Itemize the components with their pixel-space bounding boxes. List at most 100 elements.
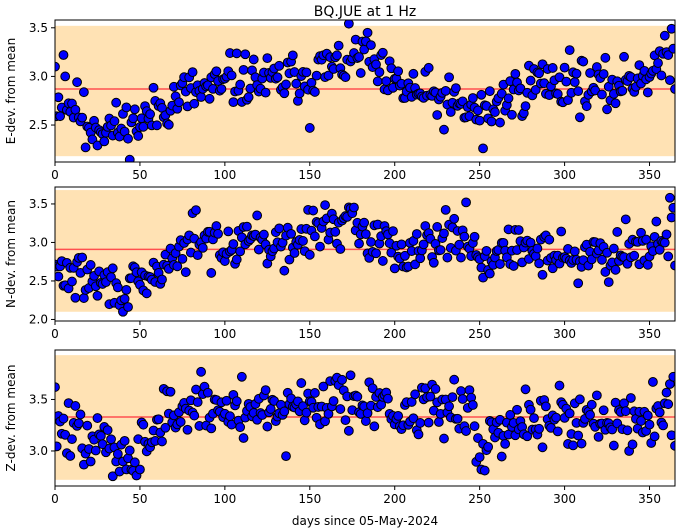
data-point [478, 143, 488, 154]
data-point [272, 72, 283, 83]
x-tick-label: 100 [213, 168, 236, 182]
data-point [157, 436, 167, 447]
data-point [619, 51, 629, 62]
data-point [304, 249, 315, 260]
data-point [308, 205, 319, 216]
data-point [525, 404, 536, 415]
data-point [320, 200, 330, 210]
data-point [60, 71, 71, 82]
data-point [576, 438, 587, 449]
panel-2: 0 50 100 150 200 250 300 350 2.0 2.5 3.0 3.5 N-dev. … [4, 186, 676, 341]
data-point [663, 399, 674, 410]
data-point [569, 246, 580, 257]
data-point [483, 441, 494, 452]
data-point [366, 237, 376, 247]
data-point [211, 66, 222, 77]
y-axis-label: N-dev. from mean [4, 200, 18, 308]
data-point [597, 254, 607, 265]
data-point [642, 87, 653, 98]
data-point [393, 66, 404, 77]
data-point [279, 88, 290, 99]
data-point [369, 421, 380, 432]
data-point [301, 407, 312, 418]
data-point [598, 69, 609, 79]
data-point [107, 471, 118, 482]
data-point [649, 431, 660, 442]
data-point [663, 251, 674, 262]
data-point [617, 85, 628, 96]
data-point [573, 430, 584, 441]
data-point [556, 226, 567, 237]
data-point [435, 245, 446, 255]
data-point [291, 78, 302, 89]
data-point [503, 93, 514, 104]
data-point [335, 404, 346, 414]
data-point [80, 142, 91, 153]
data-point [90, 445, 101, 456]
data-point [55, 111, 65, 122]
data-point [452, 413, 463, 424]
data-point [573, 86, 584, 97]
data-point [73, 418, 84, 429]
data-point [335, 244, 346, 254]
data-point [608, 440, 619, 451]
data-point [383, 393, 393, 404]
data-point [309, 231, 320, 242]
data-point [78, 293, 89, 303]
data-point [564, 45, 575, 56]
data-point [318, 381, 329, 392]
data-point [367, 383, 378, 394]
data-point [123, 133, 133, 144]
data-point [496, 88, 507, 99]
data-point [119, 293, 130, 304]
data-point [366, 40, 376, 51]
data-point [554, 72, 565, 83]
data-point [99, 136, 110, 147]
figure-title: BQ.JUE at 1 Hz [314, 4, 417, 20]
data-point [315, 241, 325, 252]
data-point [636, 416, 646, 426]
y-tick-label: 3.5 [29, 197, 48, 211]
x-tick-label: 0 [51, 492, 59, 506]
data-point [389, 263, 400, 274]
data-point [659, 30, 670, 41]
data-point [449, 213, 460, 224]
data-point [138, 419, 149, 430]
data-point [286, 228, 297, 239]
data-point [304, 123, 315, 133]
plot-area [55, 355, 675, 482]
data-point [418, 239, 429, 250]
data-point [260, 87, 271, 98]
data-point [296, 378, 307, 388]
data-point [440, 204, 451, 215]
data-point [445, 107, 456, 117]
x-tick-label: 150 [298, 168, 321, 182]
data-point [372, 76, 383, 87]
data-point [663, 50, 674, 60]
data-point [238, 64, 249, 75]
data-point [70, 292, 81, 303]
x-axis-label: days since 05-May-2024 [292, 514, 438, 528]
data-point [206, 423, 217, 434]
data-point [55, 92, 64, 103]
x-tick-label: 0 [51, 168, 59, 182]
data-point [547, 263, 558, 274]
data-point [243, 92, 254, 103]
data-point [665, 192, 675, 203]
data-point [520, 101, 531, 112]
data-point [298, 236, 308, 246]
data-point [433, 417, 444, 427]
data-point [598, 405, 609, 416]
data-point [274, 60, 285, 71]
data-point [656, 70, 667, 81]
data-point [228, 239, 239, 249]
data-point [289, 248, 300, 258]
x-tick-label: 150 [298, 492, 321, 506]
data-point [532, 243, 543, 254]
x-tick-label: 150 [298, 327, 321, 341]
data-point [600, 267, 611, 277]
data-point [573, 278, 584, 289]
data-point [97, 439, 108, 450]
data-point [349, 202, 359, 213]
data-point [360, 229, 371, 239]
